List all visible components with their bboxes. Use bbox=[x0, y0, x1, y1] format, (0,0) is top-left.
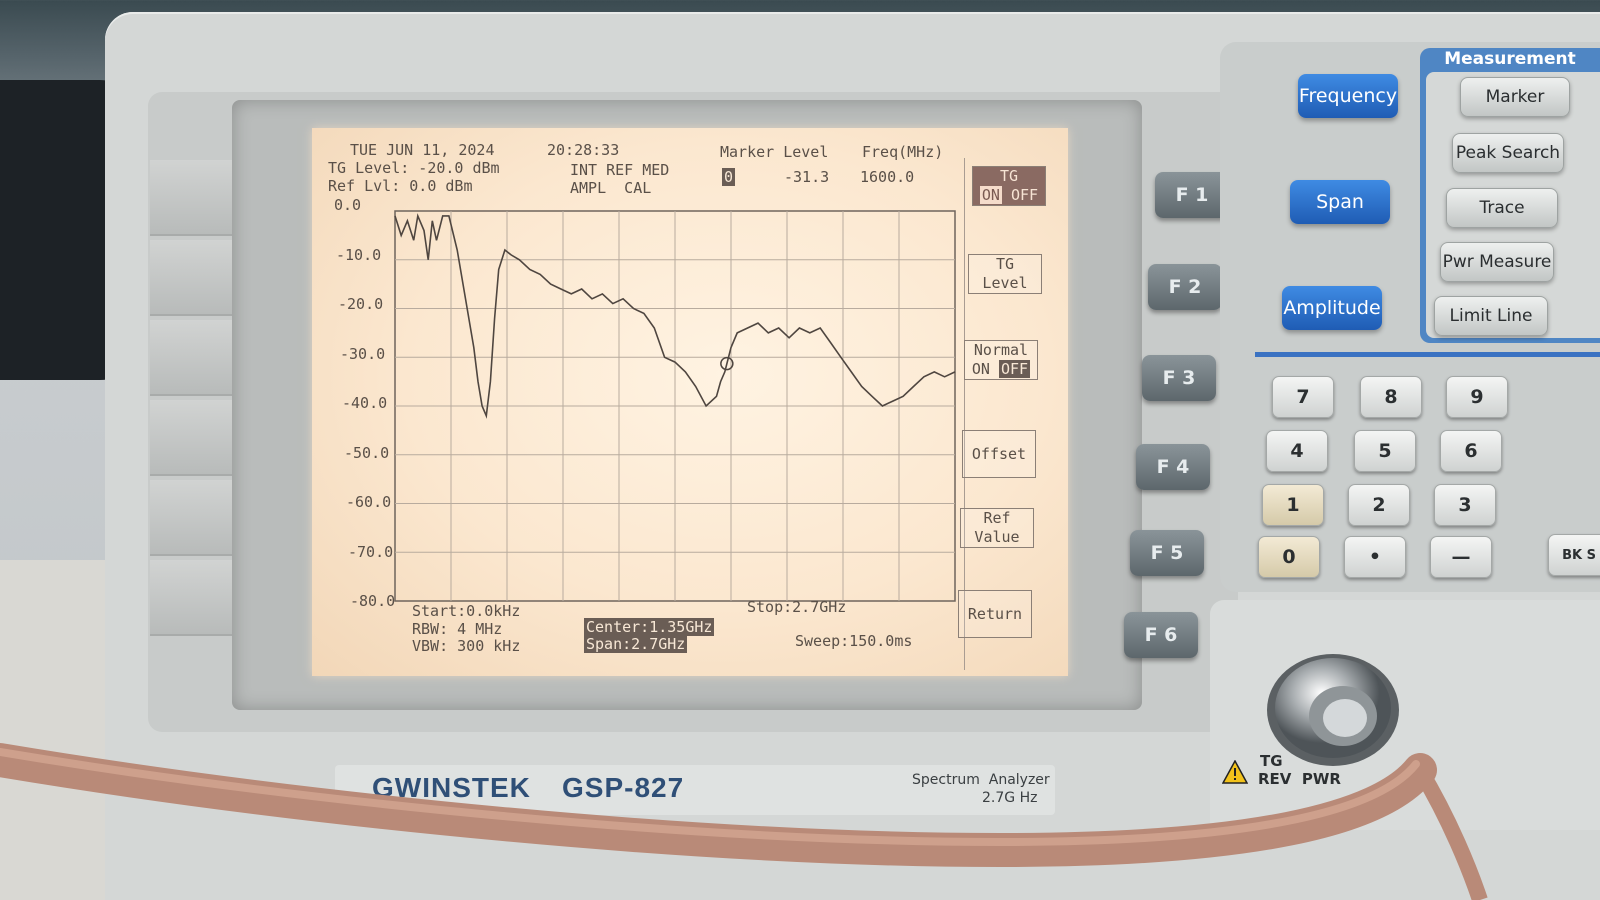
time-readout: 20:28:33 bbox=[547, 141, 620, 159]
y-tick-label: 0.0 bbox=[334, 196, 362, 214]
rf-cable bbox=[0, 743, 1488, 900]
y-tick-label: -30.0 bbox=[340, 344, 386, 363]
marker-button[interactable]: Marker bbox=[1460, 77, 1570, 117]
limit-line-button[interactable]: Limit Line bbox=[1434, 296, 1548, 336]
frequency-button[interactable]: Frequency bbox=[1298, 74, 1398, 118]
date-readout: TUE JUN 11, 2024 bbox=[350, 141, 495, 159]
lcd-screen: TUE JUN 11, 2024 20:28:33 TG Level: -20.… bbox=[312, 128, 1068, 676]
softkey-tg-level[interactable]: TG Level bbox=[968, 254, 1042, 294]
span-readout: Span:2.7GHz bbox=[584, 635, 688, 653]
softkey-label: Level bbox=[982, 274, 1028, 292]
y-tick-label: -70.0 bbox=[348, 542, 394, 561]
softkey-label: Value bbox=[974, 528, 1020, 546]
y-tick-label: -50.0 bbox=[344, 443, 390, 462]
amplitude-button[interactable]: Amplitude bbox=[1282, 286, 1382, 330]
f2-button[interactable]: F 2 bbox=[1148, 264, 1222, 310]
softkey-on: ON bbox=[971, 360, 990, 378]
warning-icon bbox=[1222, 760, 1248, 784]
f4-button[interactable]: F 4 bbox=[1136, 444, 1210, 490]
span-button[interactable]: Span bbox=[1290, 180, 1390, 224]
keypad-key[interactable]: 3 bbox=[1434, 484, 1496, 526]
softkey-label: TG bbox=[995, 255, 1015, 273]
f6-button[interactable]: F 6 bbox=[1124, 612, 1198, 658]
softkey-offset[interactable]: Offset bbox=[962, 430, 1036, 478]
int-ref-readout: INT REF MED bbox=[570, 161, 670, 179]
softkey-off: OFF bbox=[1011, 186, 1039, 204]
rbw-readout: RBW: 4 MHz bbox=[412, 620, 503, 638]
marker-point bbox=[720, 356, 734, 371]
softkey-label: Normal bbox=[973, 341, 1029, 359]
tg-level-readout: TG Level: -20.0 dBm bbox=[328, 159, 500, 177]
keypad-key[interactable]: — bbox=[1430, 536, 1492, 578]
keypad-key[interactable]: 5 bbox=[1354, 430, 1416, 472]
keypad-key[interactable]: 9 bbox=[1446, 376, 1508, 418]
keypad-key[interactable]: 7 bbox=[1272, 376, 1334, 418]
product-type: Spectrum Analyzer bbox=[912, 772, 1050, 788]
keypad-key[interactable]: 4 bbox=[1266, 430, 1328, 472]
spectrum-plot bbox=[394, 210, 956, 602]
softkey-off: OFF bbox=[999, 360, 1031, 378]
backspace-key[interactable]: BK S bbox=[1548, 534, 1600, 576]
tg-port-label: TG bbox=[1260, 752, 1283, 770]
peak-search-button[interactable]: Peak Search bbox=[1452, 133, 1564, 173]
keypad-key[interactable]: 6 bbox=[1440, 430, 1502, 472]
product-range: 2.7G Hz bbox=[982, 790, 1038, 806]
keypad-key[interactable]: 2 bbox=[1348, 484, 1410, 526]
panel-divider bbox=[1255, 352, 1600, 357]
keypad-key[interactable]: • bbox=[1344, 536, 1406, 578]
softkey-tg-onoff[interactable]: TG ON OFF bbox=[972, 166, 1046, 206]
softkey-column bbox=[964, 158, 1057, 670]
y-tick-label: -40.0 bbox=[342, 394, 388, 412]
f1-button[interactable]: F 1 bbox=[1155, 172, 1229, 218]
vbw-readout: VBW: 300 kHz bbox=[412, 637, 521, 655]
rev-pwr-label: REV PWR bbox=[1258, 770, 1341, 788]
y-tick-label: -10.0 bbox=[336, 245, 382, 264]
spectrum-trace bbox=[394, 213, 956, 419]
softkey-normal[interactable]: Normal ON OFF bbox=[964, 340, 1038, 380]
ampl-cal-readout: AMPL CAL bbox=[570, 179, 652, 197]
stop-freq: Stop:2.7GHz bbox=[747, 598, 847, 616]
softkey-return[interactable]: Return bbox=[958, 590, 1032, 638]
center-freq: Center:1.35GHz bbox=[584, 618, 715, 636]
f5-button[interactable]: F 5 bbox=[1130, 530, 1204, 576]
start-freq: Start:0.0kHz bbox=[412, 602, 521, 620]
marker-freq: 1600.0 bbox=[860, 168, 915, 186]
ref-level-readout: Ref Lvl: 0.0 dBm bbox=[328, 177, 473, 195]
model-name: GSP-827 bbox=[562, 772, 685, 803]
y-tick-label: -60.0 bbox=[346, 493, 392, 511]
keypad-key[interactable]: 0 bbox=[1258, 536, 1320, 578]
pwr-measure-button[interactable]: Pwr Measure bbox=[1440, 242, 1554, 282]
f3-button[interactable]: F 3 bbox=[1142, 355, 1216, 401]
softkey-ref-value[interactable]: Ref Value bbox=[960, 508, 1034, 548]
marker-index: 0 bbox=[722, 168, 736, 186]
freq-label: Freq(MHz) bbox=[862, 143, 944, 161]
keypad-key[interactable]: 8 bbox=[1360, 376, 1422, 418]
marker-level-label: Marker Level bbox=[720, 143, 829, 161]
y-tick-label: -80.0 bbox=[350, 592, 396, 610]
softkey-on: ON bbox=[979, 186, 1002, 204]
softkey-label: TG bbox=[999, 167, 1019, 185]
softkey-label: Ref bbox=[983, 509, 1011, 527]
measurement-title: Measurement bbox=[1444, 49, 1576, 69]
trace-button[interactable]: Trace bbox=[1446, 188, 1558, 228]
y-tick-label: -20.0 bbox=[338, 295, 384, 313]
sweep-readout: Sweep:150.0ms bbox=[795, 632, 913, 650]
marker-value: -31.3 bbox=[784, 168, 830, 186]
keypad-key[interactable]: 1 bbox=[1262, 484, 1324, 526]
rf-connector-icon bbox=[1267, 654, 1399, 766]
